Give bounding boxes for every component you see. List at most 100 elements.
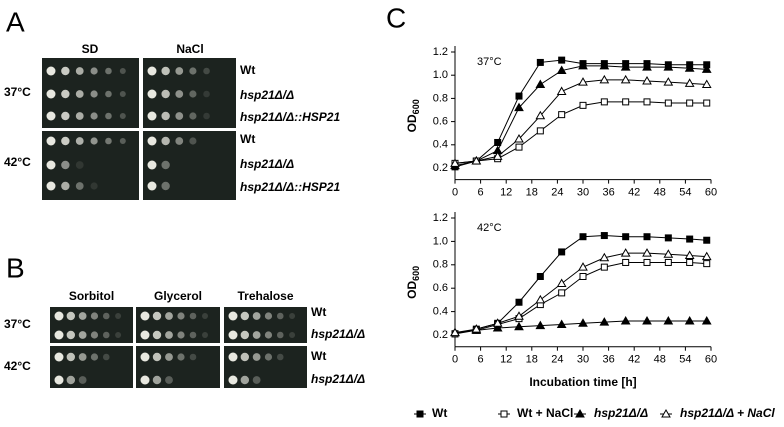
plate-photo <box>143 131 236 200</box>
x-tick-label: 18 <box>526 187 538 199</box>
legend-marker <box>500 410 508 418</box>
column-header: NaCl <box>176 42 203 56</box>
colony-spot <box>75 112 84 120</box>
data-point <box>686 99 694 107</box>
data-point <box>642 75 652 85</box>
plate-photo <box>136 307 220 343</box>
x-tick-label: 48 <box>654 187 666 199</box>
data-point <box>535 79 546 88</box>
colony-spot <box>66 375 76 385</box>
colony-spot <box>115 332 122 338</box>
strain-label: Wt <box>240 132 255 146</box>
colony-spot <box>78 312 87 320</box>
x-tick-label: 42 <box>628 354 640 366</box>
colony-spot <box>147 181 157 191</box>
data-point <box>514 321 524 331</box>
y-axis-label: OD600 <box>405 99 421 132</box>
data-point <box>450 327 460 337</box>
data-point <box>684 250 695 259</box>
y-tick-label: 0.2 <box>433 162 448 174</box>
colony-spot <box>203 90 210 98</box>
x-tick-label: 6 <box>478 354 484 366</box>
colony-spot <box>161 66 170 76</box>
colony-spot <box>161 111 170 121</box>
data-point <box>686 258 694 266</box>
data-point <box>664 258 672 266</box>
strain-label: Wt <box>311 305 326 319</box>
data-point <box>535 110 546 120</box>
data-point <box>579 273 587 280</box>
colony-spot <box>165 312 173 320</box>
colony-spot <box>66 352 76 362</box>
colony-spot <box>202 313 208 319</box>
data-point <box>642 248 652 257</box>
x-tick-label: 24 <box>551 187 563 199</box>
colony-spot <box>189 67 197 75</box>
colony-spot <box>177 353 185 361</box>
column-header: Trehalose <box>237 289 293 303</box>
colony-spot <box>276 312 284 320</box>
colony-spot <box>75 90 84 98</box>
series-line <box>454 79 707 164</box>
data-point <box>664 99 672 107</box>
colony-spot <box>140 352 150 362</box>
panel-label: C <box>386 2 406 33</box>
colony-spot <box>240 352 250 362</box>
data-point <box>664 234 672 242</box>
colony-spot <box>78 376 87 384</box>
plate-photo <box>42 131 139 200</box>
panel-label: A <box>6 6 25 37</box>
data-point <box>663 77 674 86</box>
data-point <box>515 92 523 100</box>
legend-label: hsp21Δ/Δ <box>594 406 648 420</box>
column-header: Glycerol <box>154 289 202 303</box>
panel-label: B <box>6 252 25 283</box>
data-point <box>514 102 524 112</box>
data-point <box>578 60 588 70</box>
colony-spot <box>46 181 56 191</box>
colony-spot <box>90 90 98 98</box>
colony-spot <box>252 312 261 320</box>
row-label: 42°C <box>4 155 31 169</box>
data-point <box>684 315 695 325</box>
x-tick-label: 36 <box>602 187 614 199</box>
data-point <box>701 64 712 73</box>
data-point <box>578 77 588 86</box>
colony-spot <box>147 160 157 170</box>
colony-spot <box>78 331 87 339</box>
colony-spot <box>105 90 112 98</box>
colony-spot <box>175 112 184 120</box>
data-point <box>684 63 695 72</box>
data-point <box>622 98 630 106</box>
data-point <box>578 318 588 327</box>
strain-label: hsp21Δ/Δ <box>240 88 294 102</box>
colony-spot <box>161 181 170 191</box>
x-tick-label: 48 <box>654 354 666 366</box>
series-line <box>454 101 707 164</box>
colony-spot <box>46 136 56 146</box>
colony-spot <box>228 311 238 321</box>
strain-label: Wt <box>240 63 255 77</box>
colony-spot <box>90 331 99 339</box>
data-point <box>663 315 674 325</box>
colony-spot <box>90 112 98 120</box>
data-point <box>556 319 567 328</box>
data-point <box>494 138 502 146</box>
colony-spot <box>152 375 162 385</box>
colony-spot <box>75 67 84 75</box>
strain-label: hsp21Δ/Δ::HSP21 <box>240 110 340 124</box>
data-point <box>536 58 544 66</box>
colony-spot <box>90 353 99 361</box>
data-point <box>663 62 674 71</box>
colony-spot <box>152 311 162 321</box>
colony-spot <box>115 313 122 319</box>
colony-spot <box>90 67 98 75</box>
y-axis-label-sub: 600 <box>411 99 421 114</box>
colony-spot <box>189 90 197 98</box>
colony-spot <box>203 112 210 120</box>
data-point <box>600 98 608 106</box>
data-point <box>599 74 610 84</box>
data-point <box>536 273 544 280</box>
data-point <box>556 278 567 288</box>
colony-spot <box>264 331 273 339</box>
